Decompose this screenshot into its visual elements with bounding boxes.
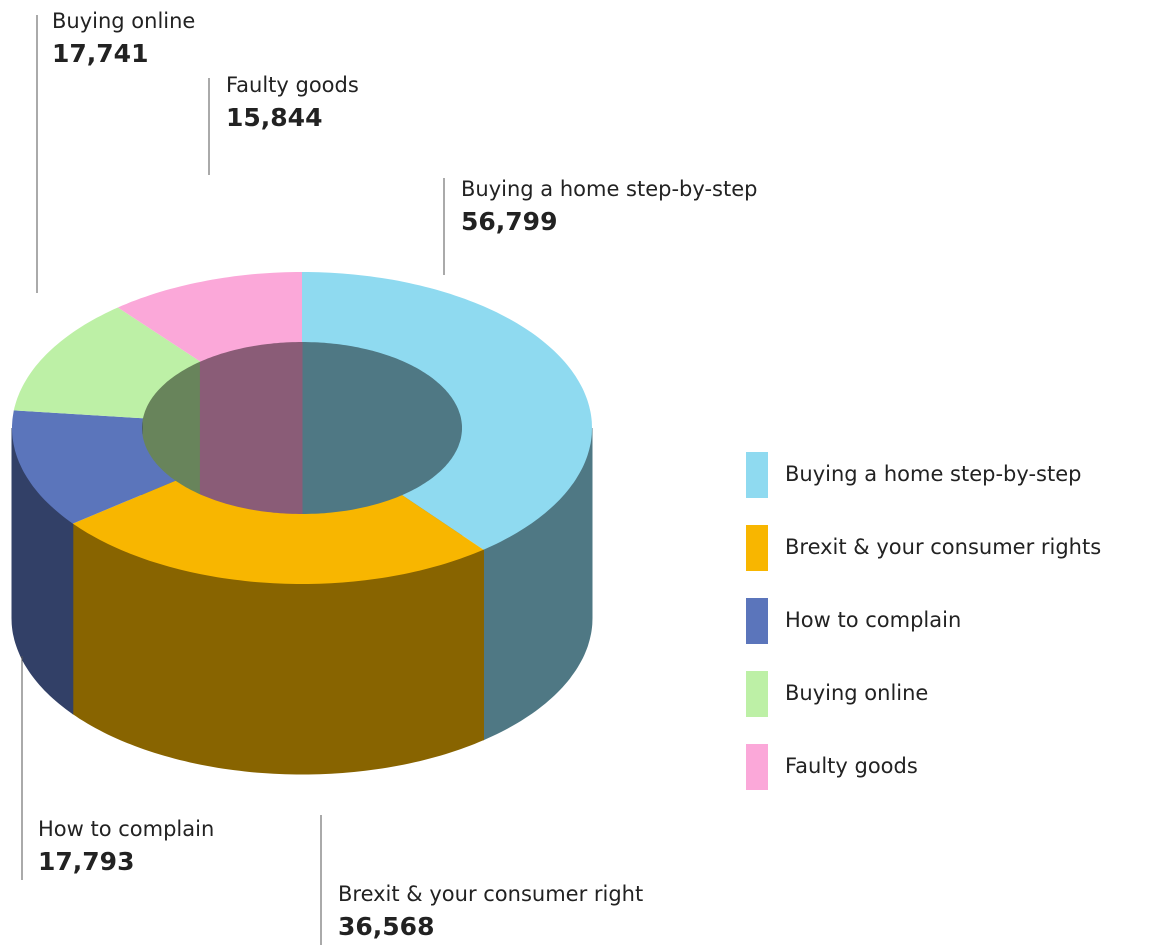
callout-label: Buying a home step-by-step — [461, 177, 757, 201]
callout-value: 17,793 — [38, 847, 134, 876]
slice-top — [302, 272, 592, 550]
legend-label: Buying online — [785, 681, 928, 705]
slice-top — [12, 410, 176, 524]
legend-label: How to complain — [785, 608, 961, 632]
callout-label: Buying online — [52, 9, 195, 33]
slice-top — [13, 307, 201, 419]
slice-top — [72, 480, 484, 584]
legend-swatch — [746, 671, 768, 717]
callout-label: Brexit & your consumer right — [338, 882, 643, 906]
legend-label: Faulty goods — [785, 754, 918, 778]
callout-value: 15,844 — [226, 103, 322, 132]
callout-value: 17,741 — [52, 39, 148, 68]
legend-swatch — [746, 598, 768, 644]
legend-swatch — [746, 452, 768, 498]
callout-value: 36,568 — [338, 912, 434, 941]
callout-label: Faulty goods — [226, 73, 359, 97]
callout-value: 56,799 — [461, 207, 557, 236]
legend-swatch — [746, 744, 768, 790]
legend-label: Brexit & your consumer rights — [785, 535, 1101, 559]
slice-top — [117, 272, 303, 362]
legend-label: Buying a home step-by-step — [785, 462, 1081, 486]
callout-label: How to complain — [38, 817, 214, 841]
legend-swatch — [746, 525, 768, 571]
